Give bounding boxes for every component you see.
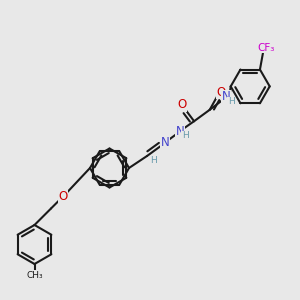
Text: O: O [217,86,226,99]
Text: CF₃: CF₃ [257,43,274,52]
Text: H: H [182,131,188,140]
Text: H: H [228,98,235,106]
Text: N: N [176,124,184,138]
Text: N: N [160,136,169,149]
Text: O: O [58,190,68,203]
Text: N: N [222,90,231,104]
Text: H: H [150,156,157,165]
Text: CH₃: CH₃ [26,271,43,280]
Text: O: O [178,98,187,111]
